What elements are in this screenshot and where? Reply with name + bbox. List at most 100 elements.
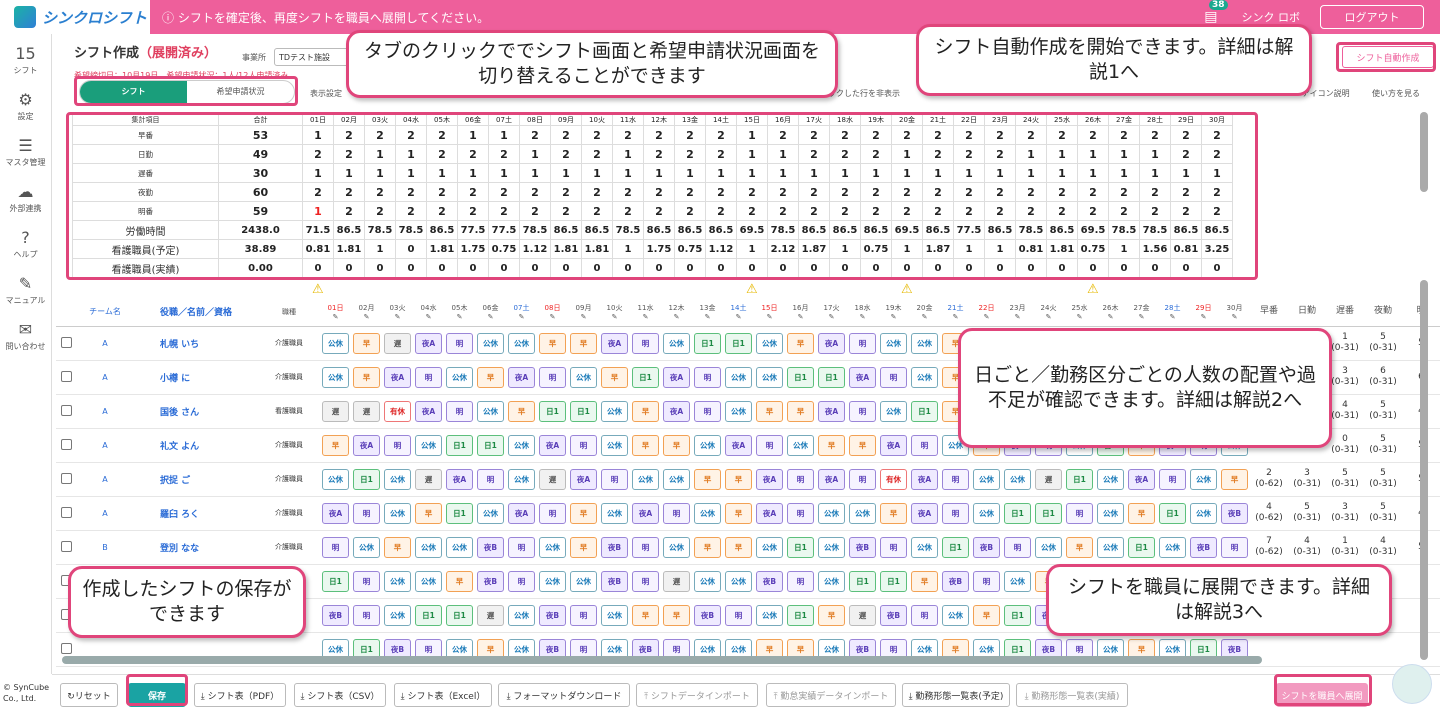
staff-name[interactable]: 羅臼 ろく: [134, 496, 258, 531]
shift-cell[interactable]: 公休: [911, 332, 938, 354]
shift-cell[interactable]: 夜A: [849, 366, 876, 388]
shift-cell[interactable]: 公休: [539, 570, 566, 592]
shift-cell[interactable]: 夜B: [694, 604, 721, 626]
shift-cell[interactable]: 日1: [477, 434, 504, 456]
shift-cell[interactable]: 公休: [942, 604, 969, 626]
shift-cell[interactable]: 明: [601, 468, 628, 490]
edit-icon[interactable]: ✎: [1107, 312, 1114, 321]
shift-cell[interactable]: 早: [601, 366, 628, 388]
shift-cell[interactable]: 夜A: [446, 468, 473, 490]
shift-cell[interactable]: 公休: [477, 502, 504, 524]
edit-icon[interactable]: ✎: [487, 312, 494, 321]
shift-cell[interactable]: 日1: [787, 366, 814, 388]
shift-cell[interactable]: 早: [353, 332, 380, 354]
shift-cell[interactable]: 明: [632, 570, 659, 592]
shift-cell[interactable]: 日1: [1190, 638, 1217, 660]
shift-cell[interactable]: 日1: [353, 468, 380, 490]
shift-cell[interactable]: 日1: [322, 570, 349, 592]
shift-cell[interactable]: 明: [694, 366, 721, 388]
shift-cell[interactable]: 公休: [880, 400, 907, 422]
shift-cell[interactable]: 夜B: [477, 536, 504, 558]
shift-cell[interactable]: 夜A: [725, 434, 752, 456]
edit-icon[interactable]: ✎: [549, 312, 556, 321]
shift-cell[interactable]: 夜A: [353, 434, 380, 456]
shift-cell[interactable]: 日1: [570, 400, 597, 422]
format-download-button[interactable]: ⤓ フォーマットダウンロード: [498, 683, 630, 707]
shift-cell[interactable]: 公休: [508, 434, 535, 456]
edit-icon[interactable]: ✎: [580, 312, 587, 321]
shift-cell[interactable]: 公休: [446, 536, 473, 558]
plan-list-button[interactable]: ⤓ 勤務形態一覧表(予定): [902, 683, 1010, 707]
shift-cell[interactable]: 日1: [1035, 502, 1062, 524]
shift-cell[interactable]: 明: [663, 502, 690, 524]
shift-cell[interactable]: 夜B: [539, 604, 566, 626]
shift-cell[interactable]: 明: [787, 570, 814, 592]
edit-icon[interactable]: ✎: [394, 312, 401, 321]
shift-cell[interactable]: 公休: [601, 604, 628, 626]
shift-cell[interactable]: 公休: [725, 570, 752, 592]
shift-cell[interactable]: 夜A: [880, 434, 907, 456]
shift-cell[interactable]: 公休: [415, 536, 442, 558]
actual-list-button[interactable]: ⤓ 勤務形態一覧表(実績): [1016, 683, 1128, 707]
app-logo[interactable]: シンクロシフト: [0, 0, 150, 34]
shift-cell[interactable]: 明: [942, 468, 969, 490]
shift-cell[interactable]: 明: [880, 536, 907, 558]
shift-cell[interactable]: 遅: [539, 468, 566, 490]
logout-button[interactable]: ログアウト: [1320, 5, 1424, 29]
shift-cell[interactable]: 日1: [694, 332, 721, 354]
shift-cell[interactable]: 明: [446, 400, 473, 422]
shift-cell[interactable]: 早: [632, 604, 659, 626]
shift-cell[interactable]: 夜A: [818, 332, 845, 354]
shift-cell[interactable]: 公休: [756, 536, 783, 558]
shift-cell[interactable]: 夜A: [911, 502, 938, 524]
shift-cell[interactable]: 早: [632, 400, 659, 422]
shift-cell[interactable]: 日1: [849, 570, 876, 592]
nav-calendar[interactable]: 15 シフト: [0, 40, 51, 80]
shift-cell[interactable]: 早: [1128, 502, 1155, 524]
shift-cell[interactable]: 明: [849, 400, 876, 422]
shift-cell[interactable]: 公休: [384, 502, 411, 524]
row-checkbox[interactable]: [60, 506, 72, 518]
shift-cell[interactable]: 公休: [1159, 536, 1186, 558]
edit-icon[interactable]: ✎: [1045, 312, 1052, 321]
shift-cell[interactable]: 明: [415, 366, 442, 388]
reset-button[interactable]: ↻リセット: [60, 683, 118, 707]
shift-cell[interactable]: 夜B: [973, 536, 1000, 558]
shift-cell[interactable]: 夜A: [663, 400, 690, 422]
shift-cell[interactable]: 夜A: [384, 366, 411, 388]
shift-cell[interactable]: 公休: [353, 536, 380, 558]
shift-cell[interactable]: 早: [508, 400, 535, 422]
edit-icon[interactable]: ✎: [642, 312, 649, 321]
shift-cell[interactable]: 公休: [1035, 536, 1062, 558]
shift-cell[interactable]: 夜A: [911, 468, 938, 490]
shift-cell[interactable]: 遅: [415, 468, 442, 490]
export-excel-button[interactable]: ⤓ シフト表（Excel）: [394, 683, 492, 707]
shift-cell[interactable]: 明: [1004, 536, 1031, 558]
edit-icon[interactable]: ✎: [1138, 312, 1145, 321]
shift-cell[interactable]: 夜A: [322, 502, 349, 524]
shift-cell[interactable]: 早: [477, 366, 504, 388]
staff-name[interactable]: 札幌 いち: [134, 326, 258, 361]
shift-cell[interactable]: 公休: [570, 366, 597, 388]
shift-cell[interactable]: 明: [911, 434, 938, 456]
grid-scrollbar[interactable]: [1420, 280, 1428, 660]
shift-cell[interactable]: 日1: [1066, 468, 1093, 490]
shift-cell[interactable]: 早: [818, 434, 845, 456]
shift-cell[interactable]: 公休: [539, 536, 566, 558]
shift-cell[interactable]: 公休: [1190, 468, 1217, 490]
staff-name[interactable]: 択捉 ご: [134, 462, 258, 497]
shift-cell[interactable]: 早: [384, 536, 411, 558]
edit-icon[interactable]: ✎: [456, 312, 463, 321]
shift-cell[interactable]: 早: [725, 502, 752, 524]
shift-cell[interactable]: 早: [632, 434, 659, 456]
staff-name[interactable]: 小樽 に: [134, 360, 258, 395]
shift-cell[interactable]: 早: [849, 434, 876, 456]
shift-cell[interactable]: 早: [725, 536, 752, 558]
shift-cell[interactable]: 早: [663, 434, 690, 456]
shift-cell[interactable]: 明: [632, 536, 659, 558]
shift-cell[interactable]: 公休: [725, 400, 752, 422]
edit-icon[interactable]: ✎: [704, 312, 711, 321]
staff-name[interactable]: 礼文 よん: [134, 428, 258, 463]
shift-cell[interactable]: 日1: [446, 502, 473, 524]
shift-cell[interactable]: 公休: [570, 570, 597, 592]
